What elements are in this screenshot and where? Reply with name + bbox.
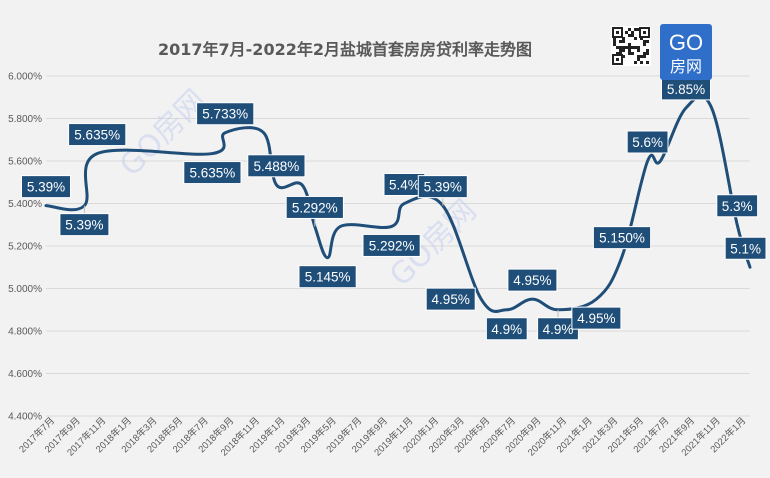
- y-tick-label: 5.200%: [8, 242, 42, 253]
- data-label-text: 5.39%: [65, 218, 103, 233]
- data-label-text: 5.145%: [305, 270, 351, 285]
- data-label-box: [68, 123, 127, 147]
- data-label-box: [247, 154, 306, 178]
- data-label-text: 5.4%: [389, 178, 420, 193]
- y-tick-label: 5.600%: [8, 157, 42, 168]
- data-label: 5.39%: [59, 213, 110, 237]
- data-label-text: 4.95%: [432, 292, 470, 307]
- data-label-text: 4.95%: [577, 311, 615, 326]
- data-label-text: 5.635%: [74, 128, 120, 143]
- data-label: 5.292%: [362, 233, 421, 257]
- data-label: 5.292%: [285, 195, 344, 219]
- data-label-text: 5.3%: [722, 199, 753, 214]
- data-label-text: 5.6%: [632, 135, 663, 150]
- data-label: 4.9%: [485, 317, 528, 341]
- data-label-text: 5.635%: [190, 166, 236, 181]
- data-label-box: [285, 195, 344, 219]
- go-fangwang-logo: GO 房网: [660, 24, 712, 80]
- y-tick-label: 4.400%: [8, 412, 42, 423]
- data-label-box: [571, 306, 622, 330]
- y-axis-ticks: 4.400% 4.600% 4.800% 5.000% 5.200% 5.400% 5.60…: [8, 72, 42, 423]
- data-label-text: 5.292%: [369, 238, 415, 253]
- qr-code-icon: [611, 26, 651, 66]
- y-tick-label: 4.800%: [8, 327, 42, 338]
- data-label-box: [417, 175, 468, 199]
- y-tick-label: 6.000%: [8, 72, 42, 83]
- data-label: 5.39%: [21, 175, 71, 199]
- data-label-text: 4.9%: [543, 322, 574, 337]
- data-label-box: [592, 226, 652, 250]
- data-label-box: [21, 175, 71, 199]
- data-label-box: [716, 194, 759, 218]
- y-tick-label: 5.000%: [8, 284, 42, 295]
- data-label-box: [362, 233, 421, 257]
- data-label: 4.9%: [537, 317, 579, 341]
- y-tick-label: 4.600%: [8, 369, 42, 380]
- data-label: 4.95%: [571, 306, 622, 330]
- data-label-text: 5.39%: [424, 180, 462, 195]
- data-label: 4.95%: [507, 268, 558, 292]
- data-label-text: 4.9%: [491, 322, 522, 337]
- data-label: 5.145%: [298, 265, 357, 289]
- data-label: 5.4%: [383, 173, 426, 196]
- data-label: 5.6%: [626, 130, 669, 154]
- data-label: 5.39%: [417, 175, 468, 199]
- data-label-box: [485, 317, 528, 341]
- data-label-text: 5.85%: [667, 82, 705, 97]
- x-axis-ticks: 2017年7月2017年9月2017年11月2018年1月2018年3月2018…: [17, 415, 749, 459]
- logo-text-top: GO: [669, 30, 703, 55]
- data-label-box: [425, 287, 476, 311]
- data-label: 5.635%: [183, 161, 242, 185]
- data-label: 5.733%: [196, 102, 255, 126]
- y-tick-label: 5.400%: [8, 199, 42, 210]
- data-label-box: [59, 213, 110, 237]
- logo-text-bottom: 房网: [670, 58, 702, 76]
- data-labels: 5.39% 5.39% 5.635% 5.635% 5.733% 5.488% 5.292%…: [21, 77, 767, 341]
- data-label-box: [183, 161, 242, 185]
- chart-title: 2017年7月-2022年2月盐城首套房房贷利率走势图: [158, 40, 532, 59]
- data-label: 5.85%: [661, 77, 711, 101]
- data-label: 5.488%: [247, 154, 306, 178]
- data-label: 4.95%: [425, 287, 476, 311]
- data-label: 5.3%: [716, 194, 759, 218]
- data-label: 5.635%: [68, 123, 127, 147]
- data-label-text: 5.733%: [202, 107, 248, 122]
- data-label-box: [196, 102, 255, 126]
- data-label-box: [507, 268, 558, 292]
- data-label-text: 5.292%: [292, 200, 338, 215]
- data-label-text: 5.1%: [730, 241, 761, 256]
- data-label: 5.150%: [592, 226, 652, 250]
- data-label-box: [626, 130, 669, 154]
- data-label-text: 5.488%: [254, 159, 300, 174]
- y-tick-label: 5.800%: [8, 114, 42, 125]
- data-label-box: [724, 236, 767, 260]
- data-label-text: 5.39%: [27, 180, 65, 195]
- data-label-text: 4.95%: [513, 273, 551, 288]
- data-label: 5.1%: [724, 236, 767, 260]
- data-label-text: 5.150%: [599, 231, 645, 246]
- data-label-box: [298, 265, 357, 289]
